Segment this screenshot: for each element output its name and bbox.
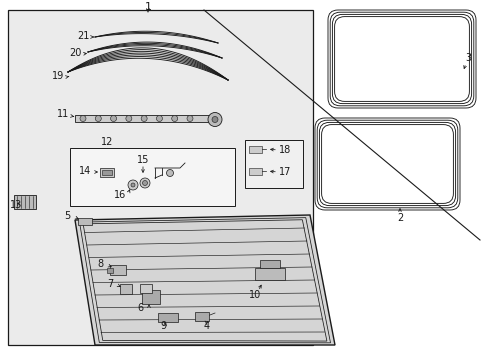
Text: 6: 6	[137, 303, 143, 313]
Circle shape	[131, 183, 135, 187]
Bar	[102, 170, 112, 175]
Text: 21: 21	[77, 31, 89, 41]
Text: 13: 13	[10, 200, 22, 210]
Text: 7: 7	[107, 279, 113, 289]
Text: 11: 11	[57, 109, 69, 119]
Text: 8: 8	[97, 259, 103, 269]
Circle shape	[140, 178, 150, 188]
PathPatch shape	[75, 215, 334, 345]
Circle shape	[141, 116, 147, 122]
Bar	[158, 313, 178, 322]
Bar	[195, 312, 208, 321]
Circle shape	[156, 116, 162, 122]
Bar	[110, 265, 126, 275]
Text: 3: 3	[464, 53, 470, 63]
Text: 14: 14	[79, 166, 91, 176]
Bar	[244, 140, 303, 188]
Bar	[140, 284, 152, 293]
Text: 15: 15	[137, 155, 149, 165]
Bar	[70, 148, 235, 206]
Bar	[14, 195, 36, 209]
Bar	[8, 10, 312, 345]
Bar	[107, 268, 113, 273]
Circle shape	[186, 116, 193, 122]
Circle shape	[171, 116, 177, 122]
Text: 9: 9	[160, 321, 166, 331]
Text: 2: 2	[396, 213, 402, 223]
Text: 16: 16	[114, 190, 126, 200]
Text: 20: 20	[69, 48, 81, 58]
Bar	[254, 268, 285, 280]
Bar	[248, 146, 262, 153]
Circle shape	[110, 116, 116, 122]
Circle shape	[128, 180, 138, 190]
Circle shape	[80, 116, 86, 122]
Circle shape	[166, 170, 173, 176]
Circle shape	[95, 116, 101, 122]
Text: 5: 5	[64, 211, 70, 221]
Text: 1: 1	[144, 2, 151, 12]
Text: 17: 17	[278, 167, 290, 177]
Bar	[75, 115, 209, 122]
Circle shape	[212, 117, 218, 122]
Bar	[100, 168, 114, 177]
Text: 10: 10	[248, 290, 261, 300]
Circle shape	[207, 113, 222, 126]
Text: 18: 18	[278, 145, 290, 155]
Bar	[260, 260, 280, 268]
Bar	[120, 284, 132, 294]
Circle shape	[142, 180, 147, 185]
Bar	[248, 168, 262, 175]
Text: 19: 19	[52, 71, 64, 81]
Bar	[78, 218, 92, 225]
Text: 4: 4	[203, 321, 210, 331]
Text: 12: 12	[101, 137, 113, 147]
Bar	[142, 290, 160, 304]
Circle shape	[125, 116, 132, 122]
